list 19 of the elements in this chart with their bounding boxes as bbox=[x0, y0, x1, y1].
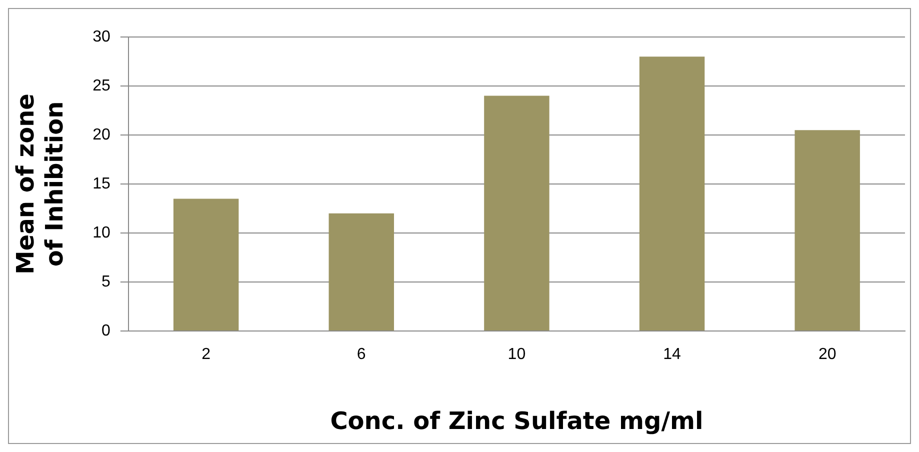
x-tick-label: 10 bbox=[508, 346, 526, 364]
y-tick-label: 5 bbox=[101, 273, 110, 290]
x-tick-label: 2 bbox=[202, 346, 211, 364]
x-tick-label: 14 bbox=[663, 346, 682, 364]
bar bbox=[173, 198, 239, 330]
y-tick-label: 15 bbox=[92, 175, 110, 192]
y-tick-label: 25 bbox=[92, 77, 110, 94]
y-tick-label: 10 bbox=[92, 224, 110, 242]
x-tick-label: 20 bbox=[818, 346, 836, 364]
y-tick-label: 20 bbox=[92, 126, 110, 144]
bar bbox=[484, 96, 550, 330]
bar bbox=[328, 213, 394, 330]
x-axis-title: Conc. of Zinc Sulfate mg/ml bbox=[330, 406, 704, 435]
y-axis-title: Mean of zone of Inhibition bbox=[12, 94, 68, 274]
bar bbox=[794, 130, 860, 330]
y-tick-label: 0 bbox=[101, 322, 110, 340]
bar bbox=[639, 56, 705, 330]
x-tick-label: 6 bbox=[356, 346, 366, 364]
y-tick-label: 30 bbox=[92, 28, 110, 46]
